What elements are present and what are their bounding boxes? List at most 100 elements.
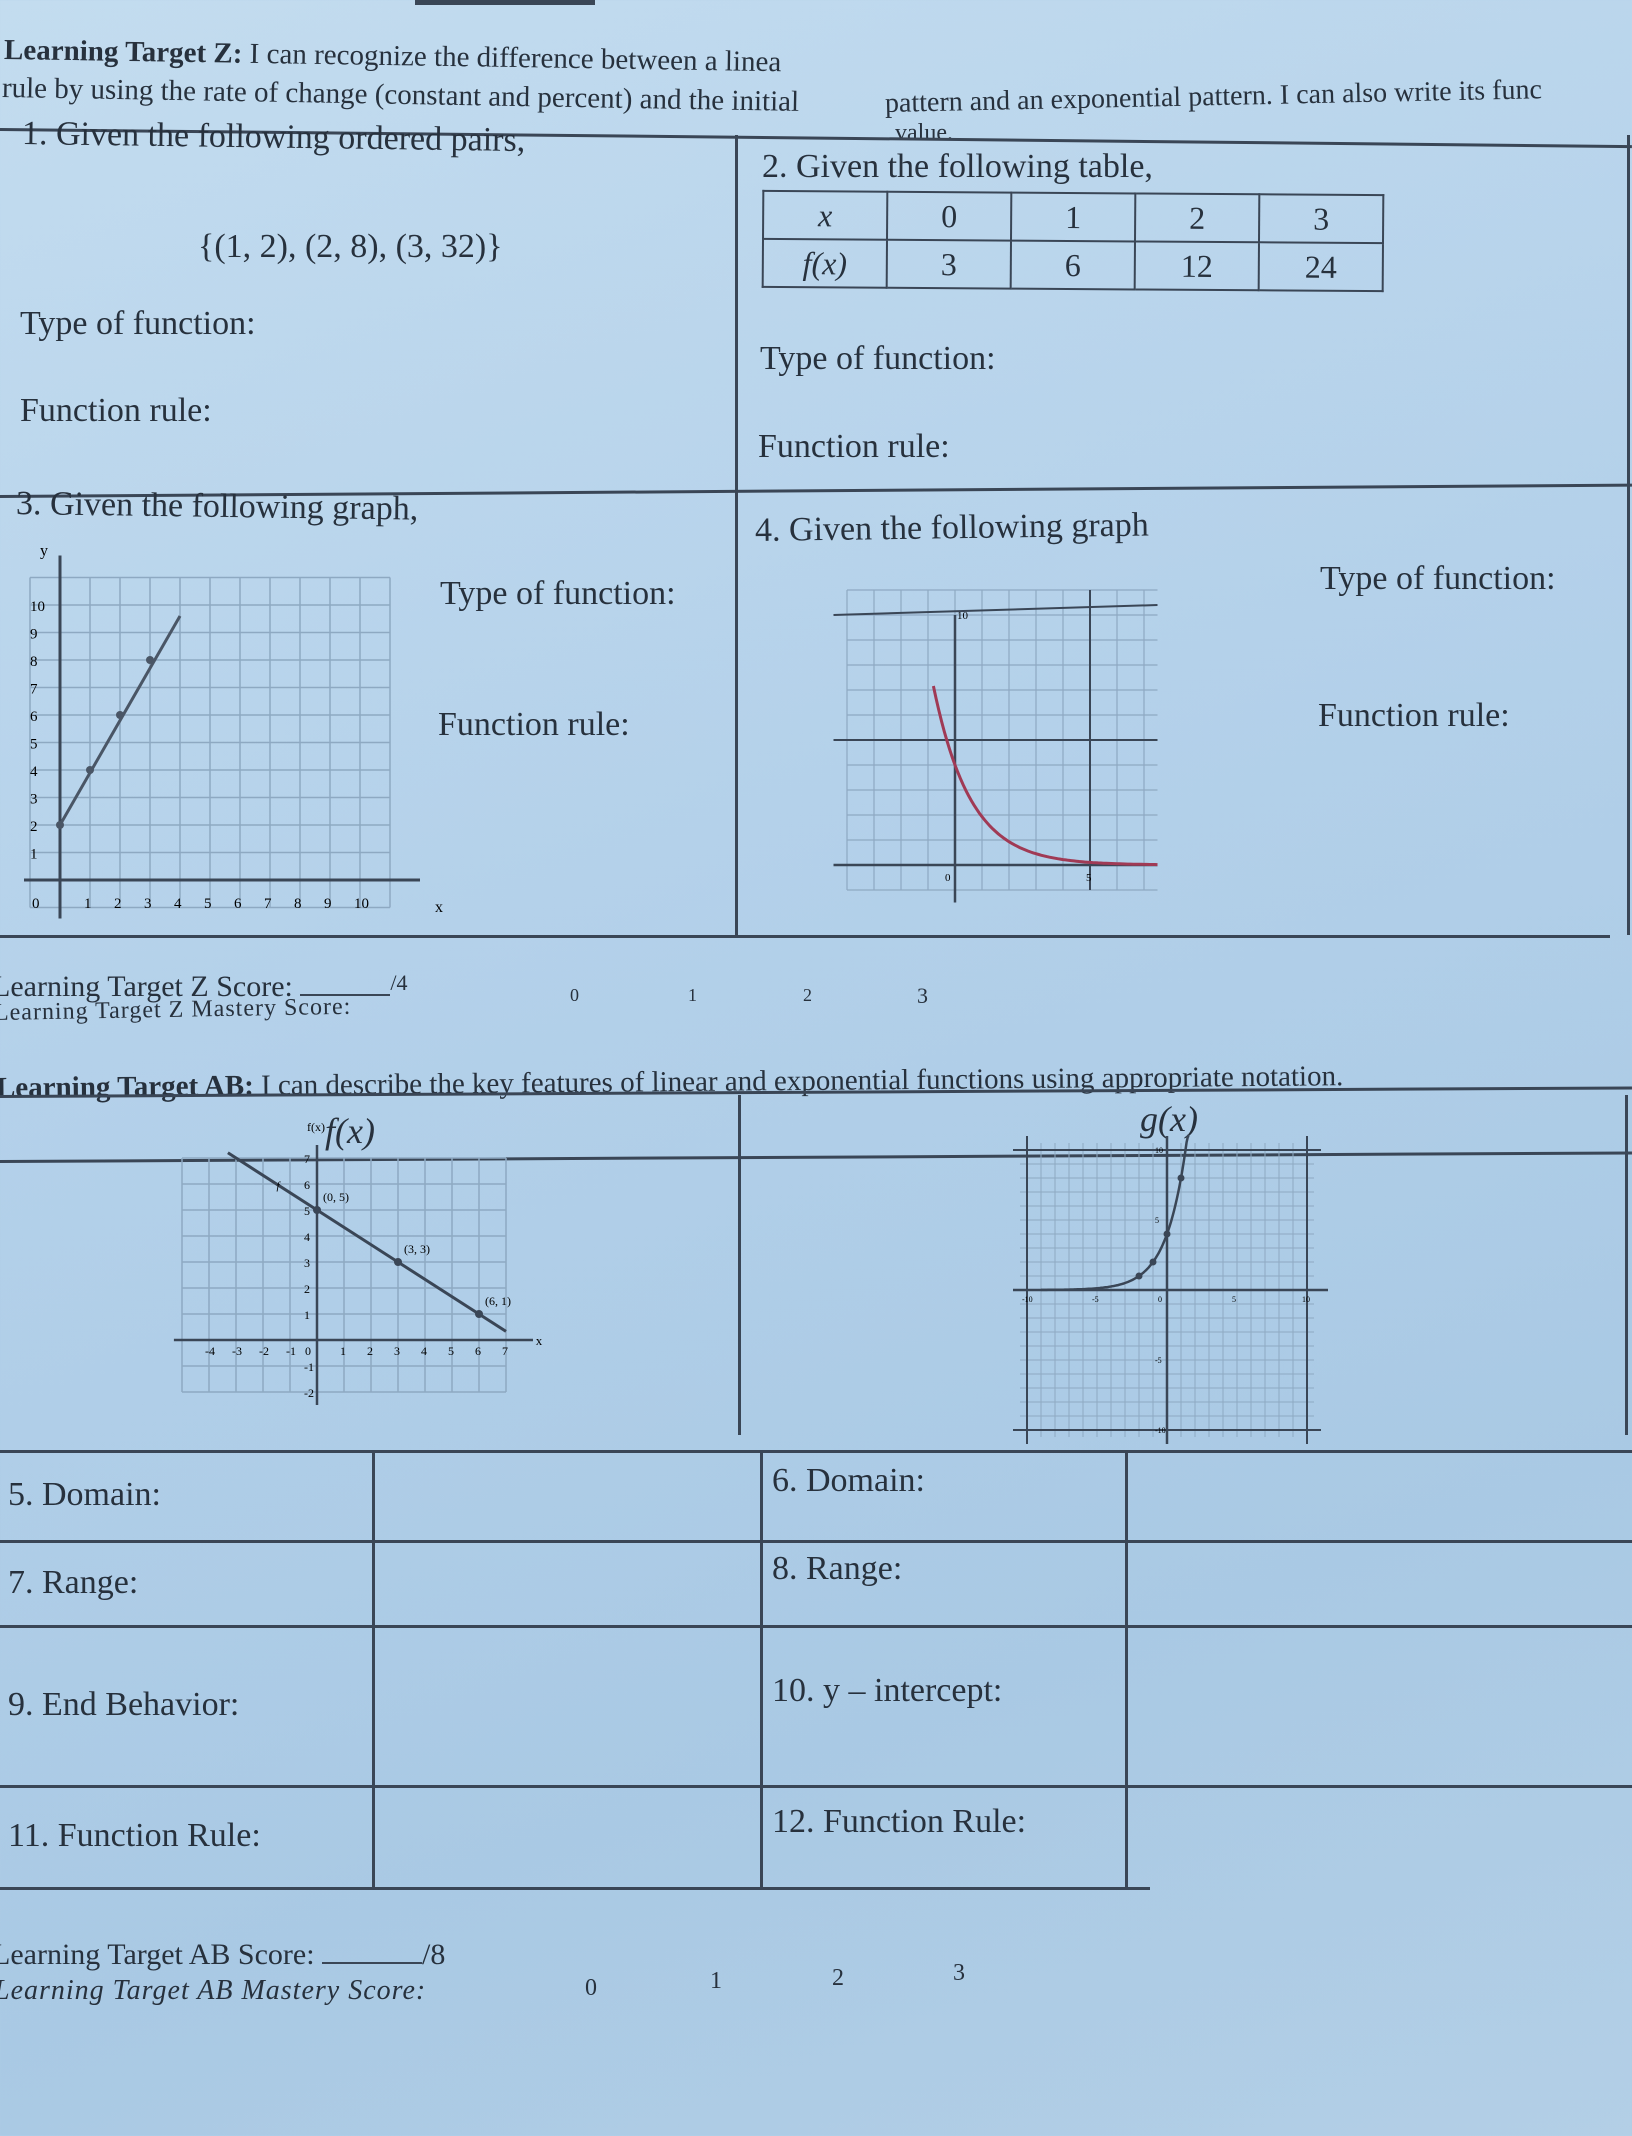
q2-value-table: x 0 1 2 3 f(x) 3 6 12 24 [762,190,1385,292]
row-label-left: 7. Range: [8,1563,139,1601]
graph-line [227,1151,507,1333]
x-tick-label: 7 [502,1344,508,1358]
x-tick-label: 7 [264,896,272,912]
row-label-left: 9. End Behavior: [8,1686,240,1723]
x-tick-label: 9 [324,896,332,912]
answer-cell-right[interactable] [1125,1788,1632,1890]
mastery-level-2[interactable]: 2 [832,1965,844,1991]
y-axis-label: f(x) [307,1120,325,1134]
table-cell: 3 [1258,194,1384,244]
x-tick-label: 6 [234,896,242,912]
table-header-x: x [763,190,888,240]
answer-cell-left[interactable] [372,1628,763,1788]
f-linear-graph: x f(x) -4 -3 -2 -1 0 1 2 3 4 5 6 7 -2 -1 1 2 3 4 5 6 7 f (0, 5) (… [173,1120,543,1405]
y-tick-label: 5 [304,1204,310,1218]
x-tick-label: 3 [394,1344,400,1358]
x-tick-label: 5 [1086,872,1092,884]
answer-cell-right[interactable] [1125,1628,1632,1788]
y-tick-label: -5 [1155,1356,1162,1365]
q4-rule-label: Function rule: [1318,697,1510,734]
target-z-line1: Learning Target Z: I can recognize the d… [4,34,782,79]
x-tick-label: 5 [1232,1295,1236,1304]
x-tick-label: 0 [32,896,40,912]
y-tick-label: 5 [1155,1216,1159,1225]
answer-cell-right[interactable] [1125,1543,1632,1628]
target-z-text-2: rule by using the rate of change (consta… [1,72,800,118]
table-cell: 0 [887,191,1012,241]
data-point [86,766,94,774]
q2-prompt: 2. Given the following table, [762,148,1153,185]
row-label-left: 5. Domain: [8,1476,161,1513]
y-tick-label: 4 [304,1230,310,1244]
q4-type-label: Type of function: [1320,560,1556,597]
target-z-line1b: pattern and an exponential pattern. I ca… [884,74,1543,119]
x-tick-label: 3 [144,896,152,912]
score-ab-label: Learning Target AB Score: [0,1938,315,1971]
data-point [1177,1174,1185,1182]
mastery-level-3[interactable]: 3 [917,983,928,1008]
y-tick-label: 5 [30,737,38,753]
x-tick-label: -3 [232,1344,242,1358]
g-header: g(x) [1140,1099,1198,1139]
x-tick-label: 5 [204,896,212,912]
y-tick-label: 1 [30,847,38,863]
score-ab-out-of: /8 [422,1938,446,1971]
score-ab-blank[interactable] [322,1962,423,1964]
y-tick-label: 7 [304,1152,310,1166]
table-cell: 3 [886,239,1012,289]
x-tick-label: 1 [84,896,92,912]
y-tick-label: 2 [304,1282,310,1296]
row-label-right: 6. Domain: [772,1462,925,1499]
answer-cell-right[interactable] [1125,1453,1632,1543]
y-tick-label: -1 [304,1360,314,1374]
answer-cell-left[interactable] [372,1788,763,1890]
answer-cell-left[interactable] [372,1543,763,1628]
ab-column-divider [738,1095,741,1435]
q4-prompt: 4. Given the following graph [754,506,1149,549]
q3-linear-graph: x y 0 1 2 3 4 5 6 7 8 9 10 1 2 3 4 5 6 7 8 9 10 [24,543,443,919]
top-box-bottom [0,935,1610,938]
ab-table-right [1625,1095,1628,1435]
graph-line [58,615,182,826]
grid-major-line [833,604,1158,616]
mastery-level-3[interactable]: 3 [953,1960,965,1986]
mastery-level-0[interactable]: 0 [570,985,579,1005]
x-tick-label: -2 [259,1344,269,1358]
y-tick-label: 10 [1155,1146,1163,1155]
score-ab-mastery-label: Learning Target AB Mastery Score: [0,1975,427,2006]
mastery-level-0[interactable]: 0 [585,1975,597,2001]
target-ab-label: Learning Target AB: [0,1069,254,1104]
score-z-out-of: /4 [390,970,408,995]
line-label: f [277,1180,282,1192]
score-ab: Learning Target AB Score: /8 [0,1938,445,1972]
target-z-line2: rule by using the rate of change (consta… [2,72,800,119]
mastery-level-1[interactable]: 1 [688,985,697,1005]
x-tick-label: 6 [475,1344,481,1358]
mastery-level-1[interactable]: 1 [710,1968,722,1994]
q1-prompt: 1. Given the following ordered pairs, [21,115,526,160]
data-point [394,1258,402,1266]
data-point [56,821,64,829]
table-row-x: x 0 1 2 3 [763,190,1384,244]
data-point [146,656,154,664]
table-cell: 12 [1134,241,1259,291]
q3-type-label: Type of function: [440,575,676,612]
x-tick-label: 2 [367,1344,373,1358]
target-z-label: Learning Target Z: [3,34,243,70]
row-label-left: 11. Function Rule: [8,1817,261,1854]
q2-type-label: Type of function: [760,340,996,377]
data-point [1163,1230,1171,1238]
answer-row: 5. Domain: 6. Domain: [0,1450,1632,1543]
x-axis-label: x [435,899,443,916]
x-tick-label: 4 [421,1344,427,1358]
q1-rule-label: Function rule: [20,392,212,429]
f-header: f(x) [325,1111,375,1151]
mastery-level-2[interactable]: 2 [803,985,812,1005]
exponential-curve [1041,1134,1190,1292]
y-axis-label: y [40,543,48,560]
score-z-mastery-label: Learning Target Z Mastery Score: [0,993,352,1026]
table-cell: 2 [1134,193,1260,243]
answer-cell-left[interactable] [372,1453,763,1543]
score-z-blank[interactable] [300,994,391,996]
x-tick-label: 8 [294,896,302,912]
